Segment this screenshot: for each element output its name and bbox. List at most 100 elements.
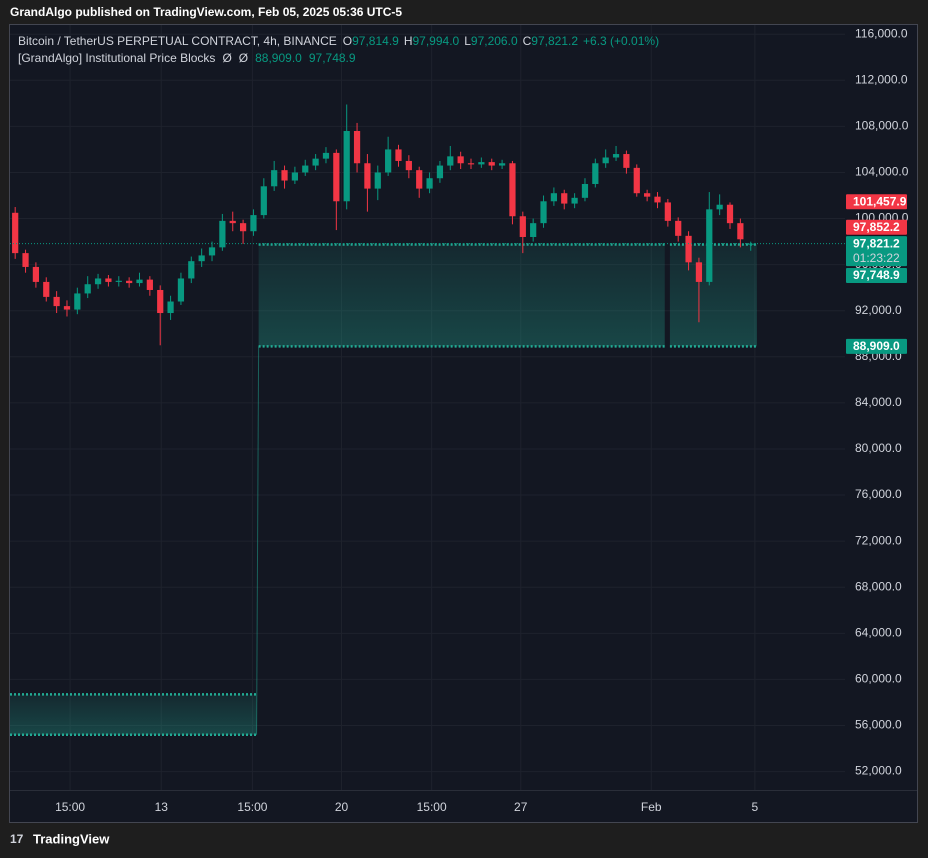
y-tick-label: 56,000.0 bbox=[855, 718, 902, 732]
candle-body bbox=[229, 220, 236, 224]
candle-body bbox=[654, 196, 661, 203]
y-tick-label: 68,000.0 bbox=[855, 579, 902, 593]
candle-body bbox=[519, 216, 526, 237]
candle-body bbox=[706, 209, 713, 282]
candle-body bbox=[374, 172, 381, 189]
y-tick-label: 64,000.0 bbox=[855, 625, 902, 639]
candle-body bbox=[726, 204, 734, 224]
price-label: 97,821.2 bbox=[853, 236, 900, 250]
candle-body bbox=[281, 170, 288, 181]
candle-body bbox=[457, 156, 464, 164]
candle-body bbox=[12, 212, 19, 254]
candle-body bbox=[602, 157, 609, 164]
candle-body bbox=[22, 253, 29, 267]
candle-body bbox=[581, 183, 589, 198]
price-label: 88,909.0 bbox=[853, 339, 900, 353]
candle-body bbox=[747, 243, 754, 245]
candle-body bbox=[623, 154, 630, 168]
price-label: 97,748.9 bbox=[853, 268, 900, 282]
legend-item: H bbox=[404, 34, 413, 48]
footer-text: TradingView bbox=[33, 831, 110, 846]
price-label-box bbox=[846, 194, 907, 210]
candle-body bbox=[105, 278, 112, 282]
candle-body bbox=[488, 162, 495, 166]
x-tick-label: 27 bbox=[514, 800, 528, 814]
x-tick-label: 13 bbox=[155, 800, 169, 814]
candle-body bbox=[561, 193, 568, 204]
candle-body bbox=[478, 162, 485, 165]
candle-body bbox=[436, 165, 444, 179]
candle-body bbox=[540, 201, 547, 224]
block-link bbox=[256, 346, 260, 735]
candle-body bbox=[302, 165, 309, 173]
candle-body bbox=[633, 167, 640, 194]
x-tick-label: 5 bbox=[752, 800, 759, 814]
candle-body bbox=[737, 223, 744, 240]
price-label-box bbox=[846, 338, 907, 354]
y-tick-label: 92,000.0 bbox=[855, 303, 902, 317]
y-tick-label: 80,000.0 bbox=[855, 441, 902, 455]
candle-body bbox=[416, 170, 423, 189]
candle-body bbox=[239, 223, 247, 232]
candle-body bbox=[74, 293, 81, 310]
y-tick-label: 104,000.0 bbox=[855, 165, 909, 179]
candle-body bbox=[63, 306, 71, 310]
legend-item: 97,994.0 bbox=[413, 34, 460, 48]
legend: Bitcoin / TetherUS PERPETUAL CONTRACT, 4… bbox=[18, 34, 659, 65]
y-tick-label: 72,000.0 bbox=[855, 533, 902, 547]
candle-body bbox=[675, 220, 682, 236]
x-tick-label: Feb bbox=[641, 800, 662, 814]
candle-body bbox=[509, 163, 516, 217]
price-block bbox=[258, 244, 665, 347]
legend-item: Ø bbox=[239, 51, 248, 65]
y-tick-label: 116,000.0 bbox=[855, 26, 908, 40]
legend-item: Bitcoin / TetherUS PERPETUAL CONTRACT, 4… bbox=[18, 34, 337, 48]
x-tick-label: 15:00 bbox=[417, 800, 447, 814]
price-countdown: 01:23:22 bbox=[853, 251, 900, 265]
legend-item: 88,909.0 bbox=[255, 51, 302, 65]
candle-body bbox=[126, 280, 133, 284]
candle-body bbox=[385, 149, 392, 173]
candle-body bbox=[250, 215, 257, 232]
candle-body bbox=[219, 220, 226, 248]
candle-body bbox=[426, 178, 433, 189]
indicator: [GrandAlgo] Institutional Price Blocks Ø Ø… bbox=[18, 51, 356, 65]
candle-body bbox=[592, 163, 599, 184]
candle-body bbox=[395, 149, 402, 161]
candle-body bbox=[312, 158, 319, 166]
y-tick-label: 84,000.0 bbox=[855, 395, 902, 409]
candle-body bbox=[353, 130, 361, 164]
price-label-box bbox=[846, 267, 907, 283]
grid bbox=[10, 25, 845, 790]
footer: 17 TradingView bbox=[10, 831, 110, 846]
candle-body bbox=[664, 202, 671, 221]
candle-body bbox=[695, 262, 703, 282]
candle-body bbox=[177, 278, 185, 302]
legend-item: [GrandAlgo] Institutional Price Blocks bbox=[18, 51, 215, 65]
candle-body bbox=[32, 266, 40, 282]
x-tick-label: 15:00 bbox=[55, 800, 85, 814]
candle-body bbox=[322, 152, 330, 159]
candle-body bbox=[333, 152, 340, 202]
legend-item: 97,206.0 bbox=[471, 34, 518, 48]
candle-body bbox=[685, 235, 692, 263]
candle-body bbox=[612, 154, 620, 158]
x-tick-label: 15:00 bbox=[237, 800, 267, 814]
legend-item: C bbox=[523, 34, 532, 48]
candle-body bbox=[550, 193, 557, 202]
y-tick-label: 108,000.0 bbox=[855, 119, 909, 133]
candle-body bbox=[498, 163, 506, 166]
candle-body bbox=[115, 280, 122, 282]
candle-body bbox=[157, 289, 164, 314]
candle-body bbox=[271, 170, 278, 187]
candle-body bbox=[343, 130, 350, 202]
y-tick-label: 112,000.0 bbox=[855, 72, 908, 86]
candle-body bbox=[208, 247, 216, 256]
price-block bbox=[669, 244, 757, 347]
legend-item: 97,821.2 bbox=[531, 34, 578, 48]
legend-item: O bbox=[343, 34, 352, 48]
y-tick-label: 52,000.0 bbox=[855, 764, 902, 778]
y-tick-label: 60,000.0 bbox=[855, 672, 902, 686]
